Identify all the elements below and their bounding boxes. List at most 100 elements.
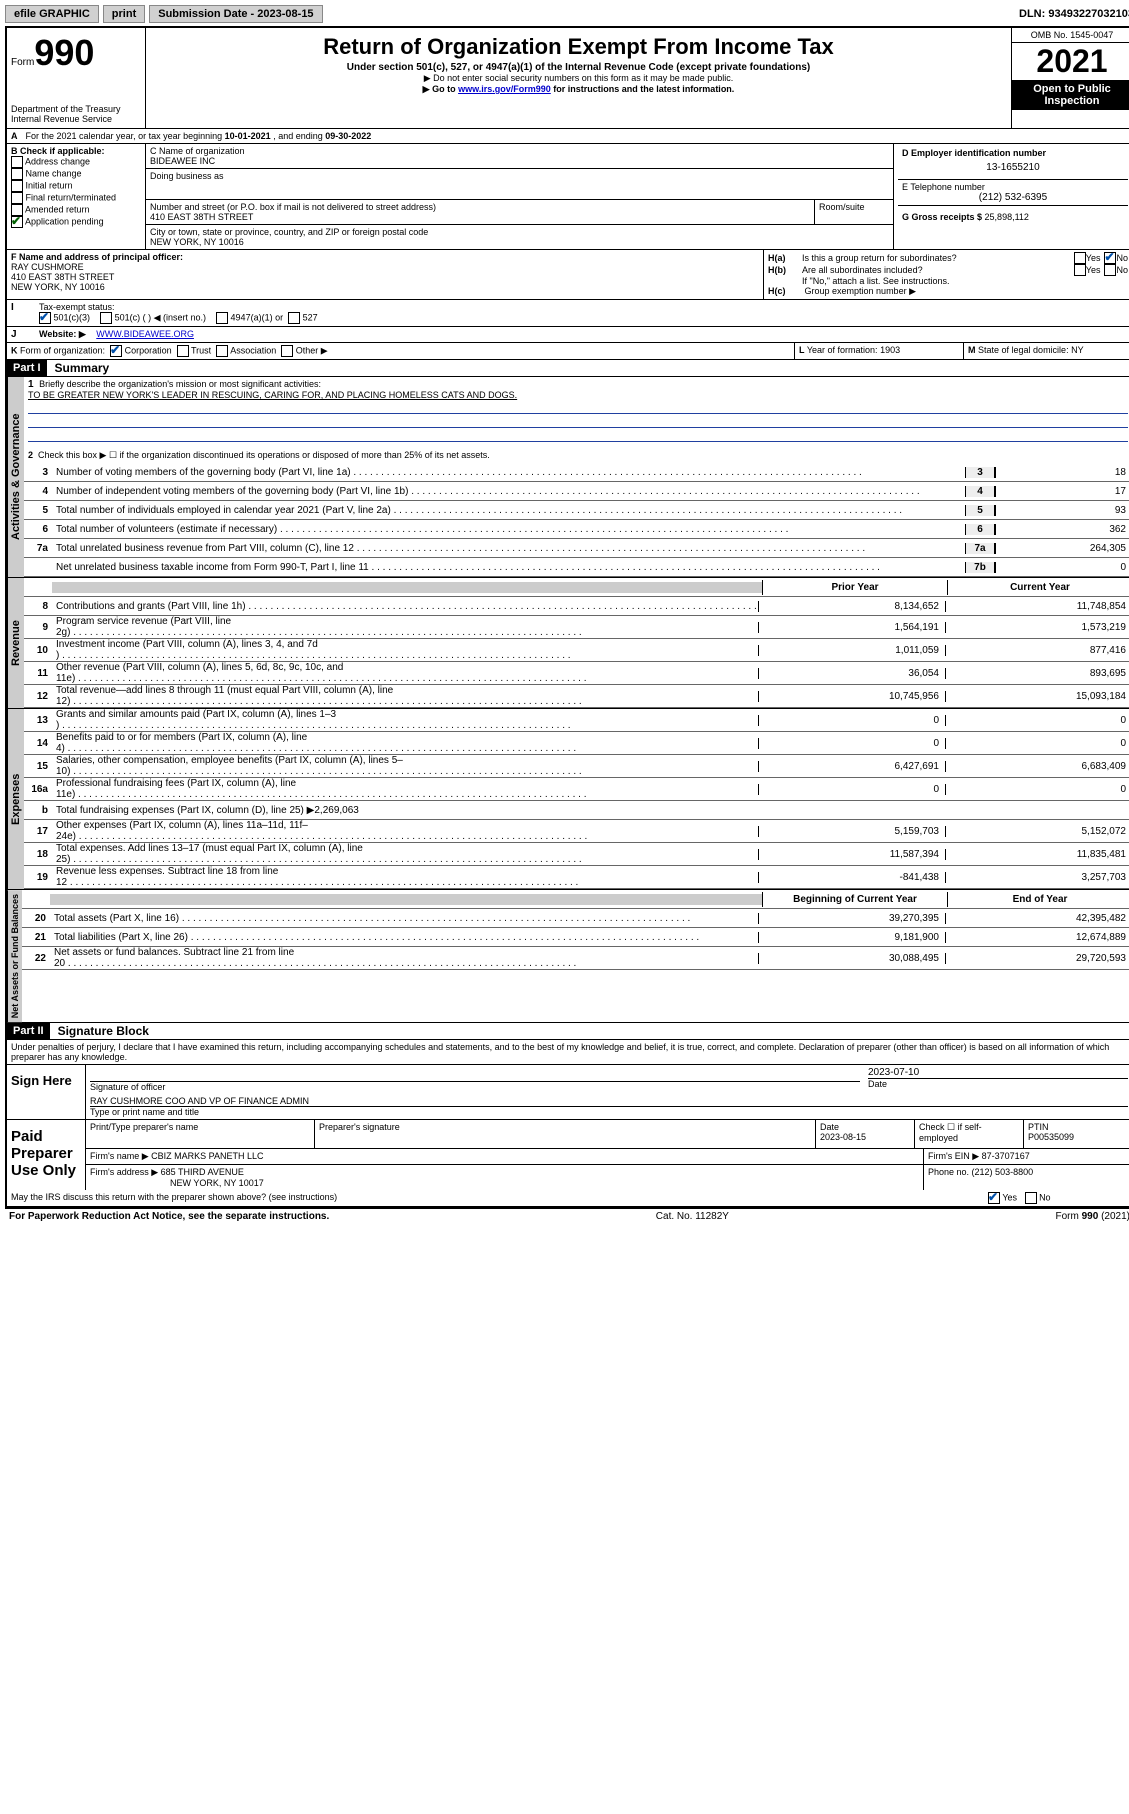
city-val: NEW YORK, NY 10016 [150, 237, 889, 247]
chk-527[interactable] [288, 312, 300, 324]
dba-lbl: Doing business as [150, 171, 889, 181]
line-num: 18 [24, 849, 52, 860]
submission-date-field: Submission Date - 2023-08-15 [149, 5, 322, 23]
chk-4947[interactable] [216, 312, 228, 324]
chk-discuss-yes[interactable] [988, 1192, 1000, 1204]
lbl-501c: 501(c) ( ) ◀ (insert no.) [115, 312, 206, 322]
gov-row: 7a Total unrelated business revenue from… [24, 539, 1129, 558]
chk-corp[interactable] [110, 345, 122, 357]
chk-501c[interactable] [100, 312, 112, 324]
lbl-527: 527 [303, 312, 318, 322]
chk-app-pending[interactable] [11, 216, 23, 228]
street-val: 410 EAST 38TH STREET [150, 212, 810, 222]
chk-other[interactable] [281, 345, 293, 357]
lbl-4947: 4947(a)(1) or [231, 312, 284, 322]
line-a-end: 09-30-2022 [325, 131, 371, 141]
line-num: 14 [24, 738, 52, 749]
chk-ha-no[interactable] [1104, 252, 1116, 264]
line-desc: Revenue less expenses. Subtract line 18 … [52, 866, 758, 888]
state-domicile: NY [1071, 345, 1084, 355]
line-val: 18 [995, 467, 1129, 478]
q2-txt: Check this box ▶ ☐ if the organization d… [38, 450, 490, 460]
data-row: 18 Total expenses. Add lines 13–17 (must… [24, 843, 1129, 866]
col-end: End of Year [947, 892, 1129, 907]
sig-name-val: RAY CUSHMORE COO AND VP OF FINANCE ADMIN [90, 1096, 1128, 1106]
print-button[interactable]: print [103, 5, 145, 23]
efile-button[interactable]: efile GRAPHIC [5, 5, 99, 23]
form-subtitle-1: Under section 501(c), 527, or 4947(a)(1)… [150, 62, 1007, 73]
chk-discuss-no[interactable] [1025, 1192, 1037, 1204]
prep-date-val: 2023-08-15 [820, 1132, 910, 1142]
part1-title: Summary [47, 361, 110, 375]
chk-assoc[interactable] [216, 345, 228, 357]
website-link[interactable]: WWW.BIDEAWEE.ORG [96, 329, 194, 339]
line-num: 13 [24, 715, 52, 726]
data-row: b Total fundraising expenses (Part IX, c… [24, 801, 1129, 820]
data-row: 13 Grants and similar amounts paid (Part… [24, 709, 1129, 732]
top-toolbar: efile GRAPHIC print Submission Date - 20… [5, 5, 1129, 23]
chk-name-change[interactable] [11, 168, 23, 180]
chk-hb-no[interactable] [1104, 264, 1116, 276]
line-num: 6 [24, 524, 52, 535]
curr-val: 11,748,854 [945, 601, 1129, 612]
q1-txt: Briefly describe the organization's miss… [39, 379, 321, 389]
city-lbl: City or town, state or province, country… [150, 227, 889, 237]
chk-501c3[interactable] [39, 312, 51, 324]
chk-ha-yes[interactable] [1074, 252, 1086, 264]
chk-hb-yes[interactable] [1074, 264, 1086, 276]
chk-trust[interactable] [177, 345, 189, 357]
chk-final-return[interactable] [11, 192, 23, 204]
data-row: 8 Contributions and grants (Part VIII, l… [24, 597, 1129, 616]
chk-address-change[interactable] [11, 156, 23, 168]
curr-val: 893,695 [945, 668, 1129, 679]
line-num: 5 [24, 505, 52, 516]
lbl-501c3: 501(c)(3) [54, 312, 91, 322]
ptin-val: P00535099 [1028, 1132, 1128, 1142]
sign-here-lbl: Sign Here [7, 1065, 85, 1119]
line-k-txt: Form of organization: [20, 345, 105, 355]
footer-mid: Cat. No. 11282Y [656, 1211, 729, 1222]
prep-sig-lbl: Preparer's signature [319, 1122, 811, 1132]
ptin-lbl: PTIN [1028, 1122, 1128, 1132]
line-val: 362 [995, 524, 1129, 535]
irs-link[interactable]: www.irs.gov/Form990 [458, 84, 551, 94]
firm-ein-lbl: Firm's EIN ▶ [928, 1151, 979, 1161]
tab-rev: Revenue [7, 578, 24, 708]
curr-val: 12,674,889 [945, 932, 1129, 943]
form-word: Form [11, 57, 34, 68]
prior-val: 0 [758, 784, 945, 795]
lbl-trust: Trust [191, 345, 211, 355]
curr-val: 0 [945, 738, 1129, 749]
lbl-initial-return: Initial return [26, 180, 73, 190]
box-e-lbl: E Telephone number [902, 182, 1124, 192]
col-begin: Beginning of Current Year [762, 892, 947, 907]
curr-val: 5,152,072 [945, 826, 1129, 837]
chk-initial-return[interactable] [11, 180, 23, 192]
prep-selfemp-lbl: Check ☐ if self-employed [919, 1122, 1019, 1143]
line-val: 93 [995, 505, 1129, 516]
line-box: 4 [965, 486, 995, 497]
line-a-pre: For the 2021 calendar year, or tax year … [26, 131, 225, 141]
line-num: 11 [24, 668, 52, 679]
line-desc: Professional fundraising fees (Part IX, … [52, 778, 758, 800]
line-num: 9 [24, 622, 52, 633]
line-desc: Other revenue (Part VIII, column (A), li… [52, 662, 758, 684]
footer-right: Form 990 (2021) [1056, 1211, 1129, 1222]
curr-val: 0 [945, 784, 1129, 795]
line-desc: Number of independent voting members of … [52, 486, 965, 497]
ha-yes-lbl: Yes [1086, 253, 1101, 263]
gov-row: 4 Number of independent voting members o… [24, 482, 1129, 501]
prior-val: 0 [758, 738, 945, 749]
prior-val: 1,564,191 [758, 622, 945, 633]
curr-val: 3,257,703 [945, 872, 1129, 883]
line-num: 3 [24, 467, 52, 478]
omb-number: OMB No. 1545-0047 [1012, 28, 1129, 43]
curr-val: 0 [945, 715, 1129, 726]
box-d-lbl: D Employer identification number [902, 148, 1124, 158]
firm-addr2: NEW YORK, NY 10017 [90, 1178, 919, 1188]
curr-val: 15,093,184 [945, 691, 1129, 702]
gov-row: 5 Total number of individuals employed i… [24, 501, 1129, 520]
prior-val: 8,134,652 [758, 601, 945, 612]
q2-lbl: 2 [28, 450, 33, 460]
prior-val: 10,745,956 [758, 691, 945, 702]
